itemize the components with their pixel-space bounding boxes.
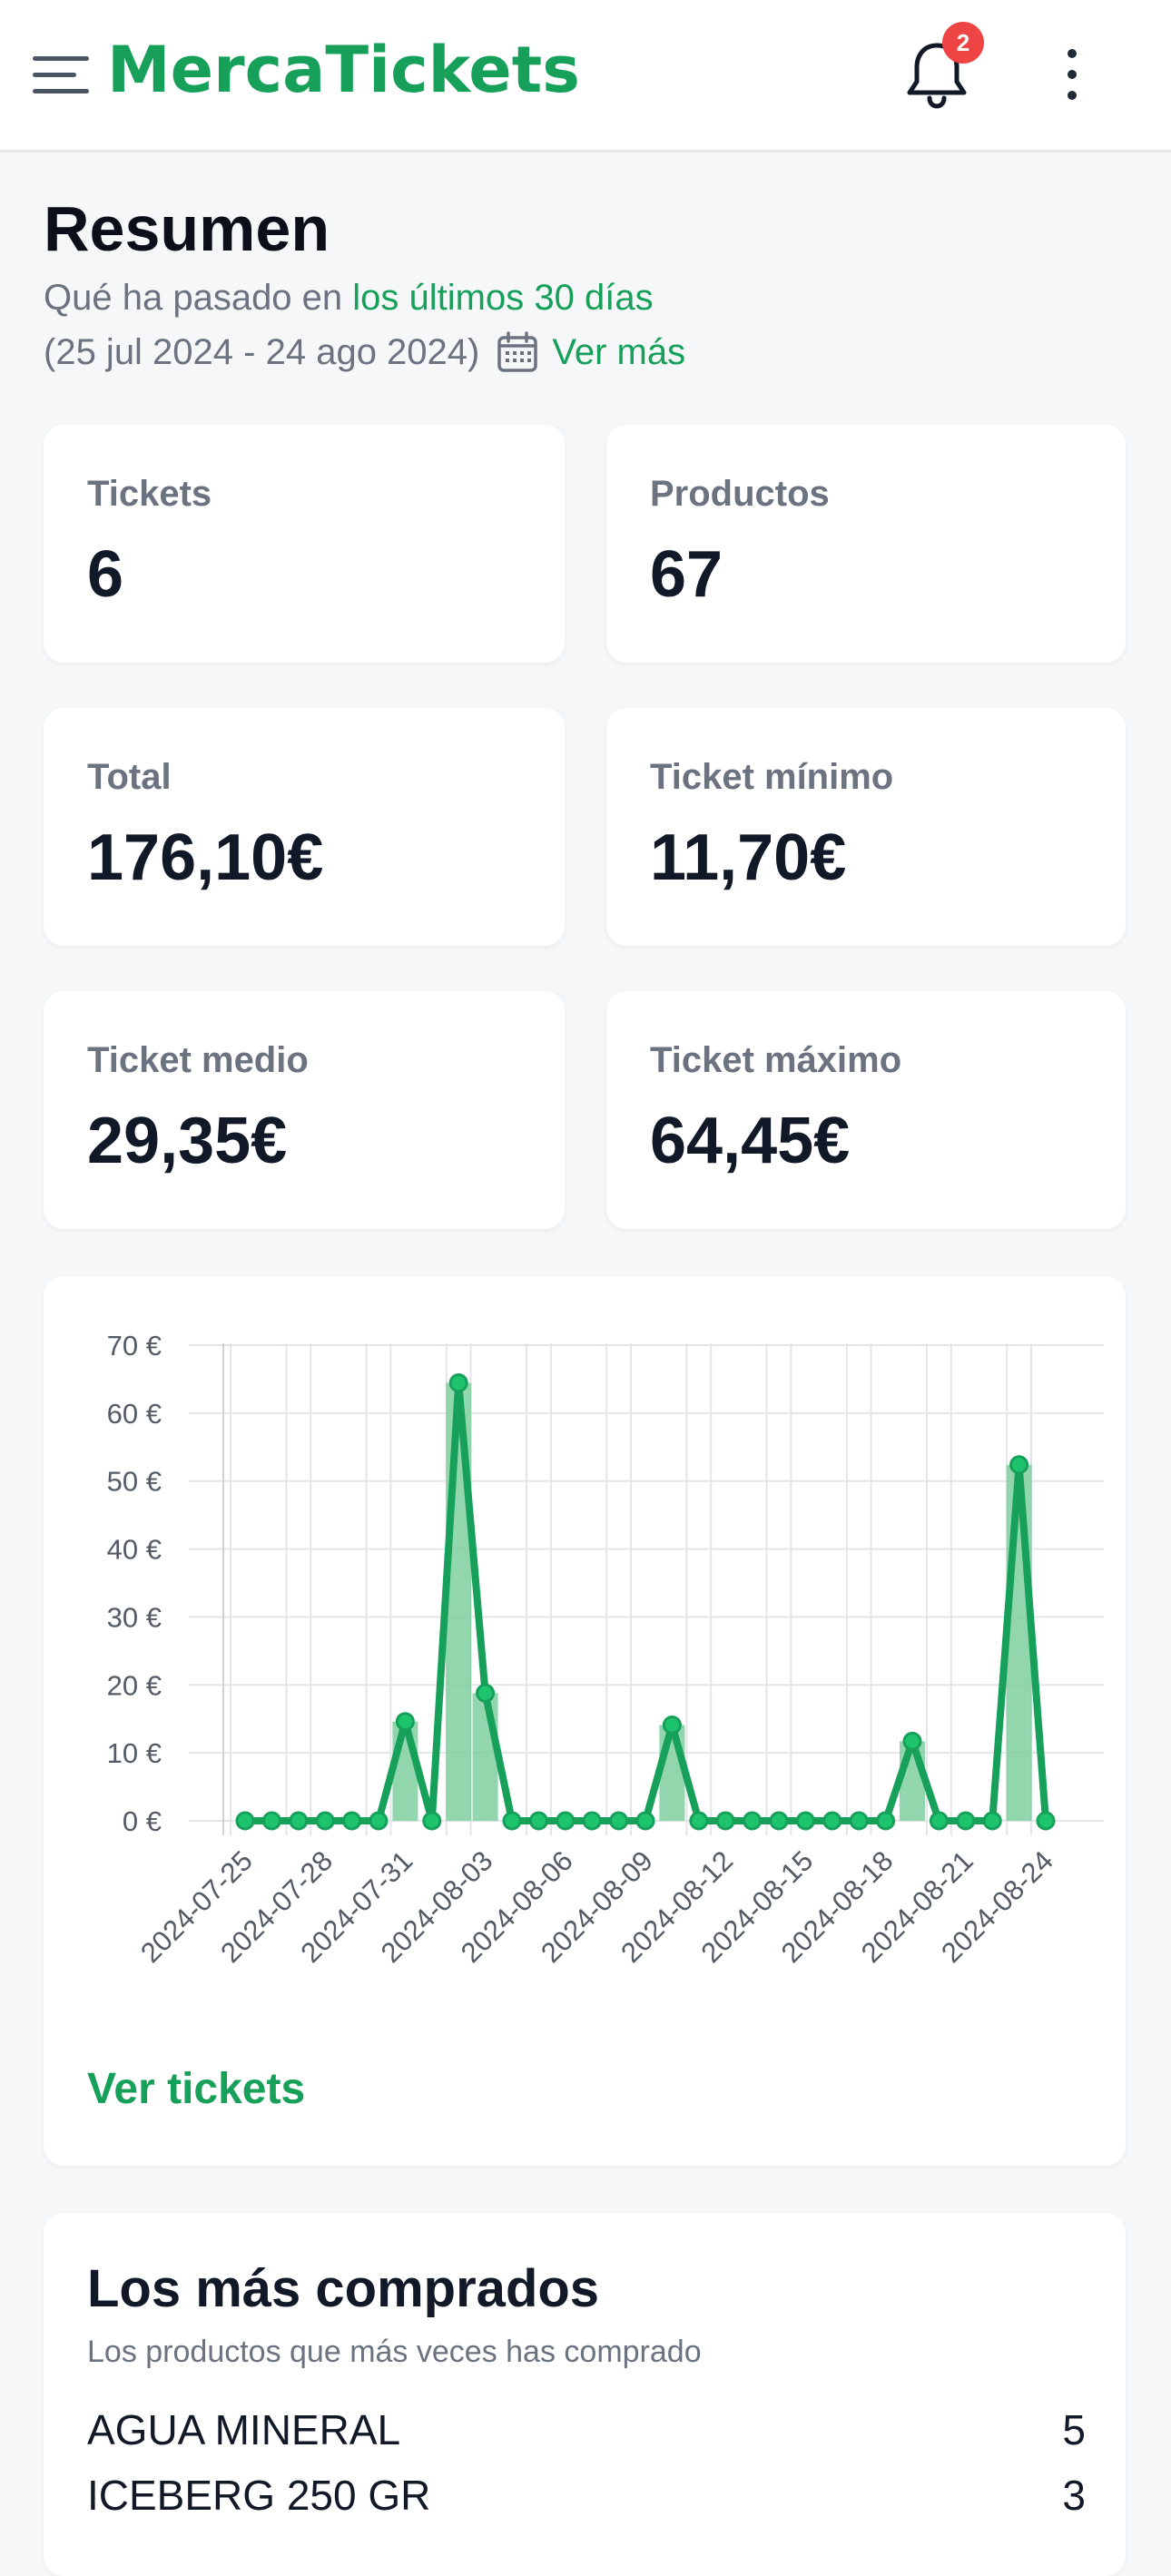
data-point — [556, 1811, 576, 1831]
y-tick-label: 30 € — [107, 1601, 162, 1633]
data-point — [261, 1811, 281, 1831]
y-tick-label: 70 € — [107, 1330, 162, 1362]
stat-card-ticket-medio: Ticket medio 29,35€ — [44, 991, 565, 1229]
data-point — [369, 1811, 389, 1831]
stat-label: Ticket mínimo — [650, 757, 894, 797]
data-point — [422, 1811, 442, 1831]
data-point — [662, 1715, 682, 1735]
stat-label: Tickets — [87, 474, 212, 514]
data-point — [795, 1811, 815, 1831]
data-point — [982, 1811, 1002, 1831]
bar — [900, 1741, 925, 1821]
ver-mas-link[interactable]: Ver más — [552, 331, 686, 372]
product-name: ICEBERG 250 GR — [87, 2472, 431, 2519]
app-bar: MercaTickets 2 — [0, 0, 1171, 152]
list-item[interactable]: ICEBERG 250 GR 3 — [87, 2471, 1086, 2534]
stat-label: Ticket medio — [87, 1040, 309, 1080]
data-point — [956, 1811, 976, 1831]
product-count: 5 — [1062, 2406, 1086, 2453]
data-point — [876, 1811, 896, 1831]
stat-value: 29,35€ — [87, 1105, 288, 1177]
calendar-icon[interactable] — [496, 330, 539, 374]
data-point — [689, 1811, 709, 1831]
data-point — [822, 1811, 842, 1831]
notification-badge[interactable]: 2 — [942, 22, 984, 64]
data-point — [635, 1811, 655, 1831]
data-point — [342, 1811, 362, 1831]
data-point — [315, 1811, 335, 1831]
y-tick-label: 40 € — [107, 1534, 162, 1566]
data-point — [235, 1811, 255, 1831]
series-line — [245, 1379, 1049, 1824]
date-range: (25 jul 2024 - 24 ago 2024) — [44, 331, 480, 372]
product-count: 3 — [1062, 2472, 1086, 2519]
stat-card-tickets: Tickets 6 — [44, 425, 565, 663]
data-point — [1009, 1455, 1029, 1475]
data-point — [609, 1811, 629, 1831]
product-name: AGUA MINERAL — [87, 2406, 401, 2453]
top-products-title: Los más comprados — [87, 2259, 600, 2318]
bar — [1006, 1464, 1032, 1821]
data-point — [743, 1811, 763, 1831]
spending-chart: 70 €60 €50 €40 €30 €20 €10 €0 €2024-07-2… — [107, 1330, 1104, 1969]
bar — [659, 1725, 685, 1821]
period-prefix: Qué ha pasado en — [44, 278, 343, 318]
stat-card-productos: Productos 67 — [606, 425, 1126, 663]
page-title: Resumen — [44, 193, 330, 264]
period-description: Qué ha pasado en los últimos 30 días — [44, 278, 654, 319]
stat-label: Total — [87, 757, 172, 797]
top-products-card: Los más comprados Los productos que más … — [44, 2213, 1126, 2576]
data-point — [502, 1811, 522, 1831]
app-logo[interactable]: MercaTickets — [107, 33, 580, 107]
y-tick-label: 50 € — [107, 1466, 162, 1498]
stat-value: 67 — [650, 538, 723, 611]
data-point — [582, 1811, 602, 1831]
stat-value: 6 — [87, 538, 124, 611]
stat-card-ticket-minimo: Ticket mínimo 11,70€ — [606, 708, 1126, 946]
y-tick-label: 60 € — [107, 1398, 162, 1430]
data-point — [902, 1731, 922, 1751]
stat-label: Ticket máximo — [650, 1040, 902, 1080]
data-point — [395, 1712, 415, 1732]
y-tick-label: 0 € — [123, 1805, 162, 1837]
stat-value: 64,45€ — [650, 1105, 851, 1177]
data-point — [715, 1811, 735, 1831]
spending-chart-card: 70 €60 €50 €40 €30 €20 €10 €0 €2024-07-2… — [44, 1276, 1126, 2166]
ver-tickets-link[interactable]: Ver tickets — [87, 2065, 306, 2113]
data-point — [1036, 1811, 1056, 1831]
data-point — [448, 1373, 468, 1393]
data-point — [849, 1811, 869, 1831]
stat-value: 176,10€ — [87, 821, 324, 894]
data-point — [769, 1811, 789, 1831]
bar — [392, 1721, 418, 1821]
data-point — [476, 1683, 496, 1703]
data-point — [929, 1811, 949, 1831]
stat-value: 11,70€ — [650, 821, 847, 894]
stat-label: Productos — [650, 474, 830, 514]
top-products-subtitle: Los productos que más veces has comprado — [87, 2335, 702, 2369]
period-link[interactable]: los últimos 30 días — [352, 278, 654, 318]
y-tick-label: 20 € — [107, 1669, 162, 1701]
hamburger-menu-icon[interactable] — [33, 53, 89, 96]
bar — [472, 1693, 498, 1821]
list-item[interactable]: AGUA MINERAL 5 — [87, 2405, 1086, 2469]
date-range-row: (25 jul 2024 - 24 ago 2024) Ver más — [44, 330, 685, 374]
y-tick-label: 10 € — [107, 1737, 162, 1769]
stat-card-ticket-maximo: Ticket máximo 64,45€ — [606, 991, 1126, 1229]
data-point — [528, 1811, 548, 1831]
stat-card-total: Total 176,10€ — [44, 708, 565, 946]
more-options-icon[interactable] — [1053, 45, 1089, 103]
data-point — [289, 1811, 309, 1831]
